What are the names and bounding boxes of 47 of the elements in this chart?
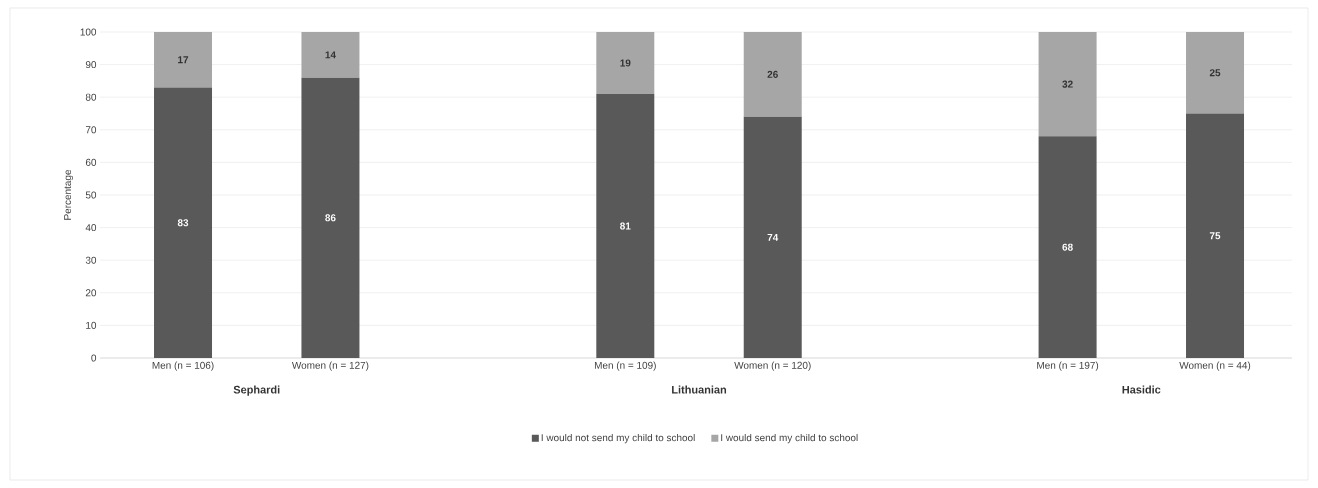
bar: [1186, 32, 1245, 114]
data-label: 74: [767, 233, 779, 241]
y-tick-label: 0: [91, 354, 97, 362]
y-tick-label: 30: [85, 256, 97, 264]
data-label: 26: [767, 70, 778, 78]
x-tick-label: Men (n = 197): [1037, 361, 1099, 371]
text: Sephardi: [233, 385, 280, 396]
text: Hasidic: [1122, 385, 1161, 394]
data-label: 19: [620, 59, 631, 67]
bar: [743, 32, 802, 117]
legend-label: I would not send my child to school: [541, 433, 695, 444]
data-label: 17: [178, 56, 189, 64]
bar: [596, 93, 655, 358]
y-tick-label: 90: [85, 61, 97, 69]
bar: [154, 32, 213, 88]
bar: [301, 32, 360, 78]
bar: [301, 77, 360, 358]
bar: [154, 87, 213, 358]
bar: [1186, 113, 1245, 358]
data-label: 25: [1209, 69, 1221, 77]
y-tick-label: 60: [85, 158, 97, 166]
x-tick-label: Men (n = 106): [152, 361, 214, 371]
x-tick-label: Women (n = 44): [1179, 361, 1251, 371]
y-axis-title: Percentage: [64, 169, 74, 220]
y-tick-label: 40: [85, 224, 97, 232]
x-tick-label: Women (n = 127): [291, 361, 369, 371]
bar: [596, 32, 655, 94]
y-tick-label: 100: [80, 28, 97, 36]
y-tick-label: 80: [85, 93, 97, 101]
x-tick-label: Men (n = 109): [594, 361, 656, 371]
data-label: 75: [1209, 232, 1221, 240]
data-label: 32: [1062, 80, 1073, 88]
y-tick-label: 70: [85, 126, 97, 134]
legend-label: I would send my child to school: [721, 433, 858, 444]
data-label: 81: [620, 222, 631, 230]
x-tick-label: Women (n = 120): [734, 361, 811, 371]
y-tick-label: 10: [86, 321, 97, 329]
bar: [743, 116, 802, 358]
text: Lithuanian: [672, 385, 727, 394]
data-label: 86: [325, 214, 336, 222]
y-tick-label: 50: [85, 191, 97, 199]
y-tick-label: 20: [85, 289, 97, 297]
bar: [1038, 136, 1097, 358]
data-label: 14: [325, 51, 336, 59]
data-label: 83: [177, 219, 189, 227]
data-label: 68: [1062, 243, 1073, 251]
bar: [1038, 32, 1097, 137]
